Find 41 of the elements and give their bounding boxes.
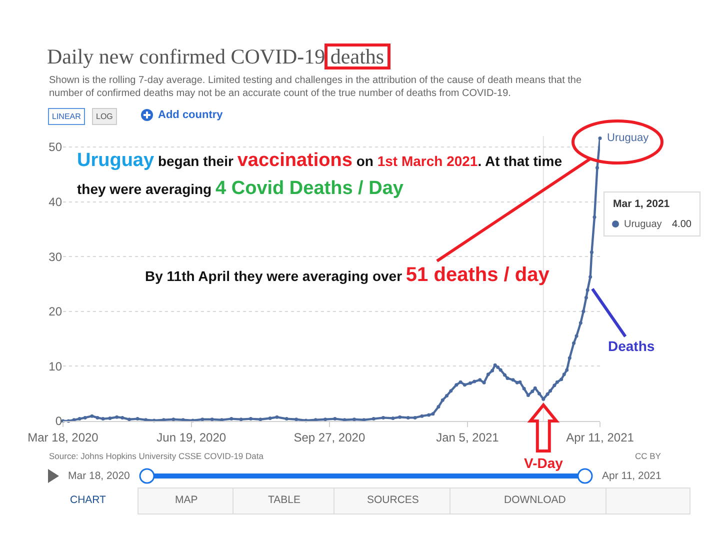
text: 4.00 bbox=[672, 219, 692, 230]
y-tick-label: 0 bbox=[55, 414, 62, 428]
y-tick-label: 10 bbox=[48, 359, 62, 374]
y-tick-label: 30 bbox=[48, 250, 62, 264]
annotation: began their bbox=[158, 153, 234, 169]
x-tick-label: Sep 27, 2020 bbox=[294, 430, 366, 444]
annotation: 51 deaths / day bbox=[406, 264, 550, 286]
annotation: they were averaging bbox=[77, 181, 212, 197]
annotation: vaccinations bbox=[237, 150, 352, 171]
annotation: By 11th April they were averaging over bbox=[145, 268, 403, 284]
annotation: Uruguay bbox=[77, 150, 154, 171]
text: Mar 1, 2021 bbox=[613, 198, 670, 210]
annotation: 1st March 2021 bbox=[377, 153, 478, 169]
x-tick-label: Jun 19, 2020 bbox=[156, 430, 226, 444]
y-tick-label: 50 bbox=[48, 140, 62, 154]
series-label: Uruguay bbox=[607, 132, 650, 144]
source-note: Source: Johns Hopkins University CSSE COVID-19 Data bbox=[49, 451, 264, 461]
y-tick-label: 40 bbox=[48, 194, 62, 209]
text: Mar 18, 2020 bbox=[68, 470, 130, 482]
text: V-Day bbox=[524, 455, 564, 471]
text: CHART bbox=[70, 494, 107, 506]
text: Add country bbox=[158, 109, 224, 121]
chart-title: Daily new confirmed COVID-19 deaths bbox=[47, 44, 384, 68]
chart-subtitle: Shown is the rolling 7-day average. Limited testing and challenges in the attribution of the cause of death means that the number of confirmed deaths may not be an accurate count of the true number of deaths from COVID-19. bbox=[49, 75, 582, 99]
annotation: on bbox=[356, 153, 374, 169]
text: CC BY bbox=[635, 451, 662, 461]
annotation: . At that time bbox=[478, 153, 562, 169]
text: LOG bbox=[96, 112, 113, 121]
annotation: 4 Covid Deaths / Day bbox=[216, 178, 404, 199]
text: DOWNLOAD bbox=[504, 494, 566, 506]
text: LINEAR bbox=[52, 112, 82, 121]
annotation: Deaths bbox=[608, 338, 655, 354]
y-tick-label: 20 bbox=[48, 304, 62, 319]
text: SOURCES bbox=[367, 494, 419, 506]
x-tick-label: Apr 11, 2021 bbox=[566, 430, 634, 444]
x-tick-label: Jan 5, 2021 bbox=[436, 430, 500, 444]
text: MAP bbox=[175, 494, 198, 506]
text: Apr 11, 2021 bbox=[602, 470, 662, 482]
text: Uruguay bbox=[624, 219, 662, 230]
x-tick-label: Mar 18, 2020 bbox=[28, 430, 99, 444]
text: TABLE bbox=[268, 494, 300, 506]
